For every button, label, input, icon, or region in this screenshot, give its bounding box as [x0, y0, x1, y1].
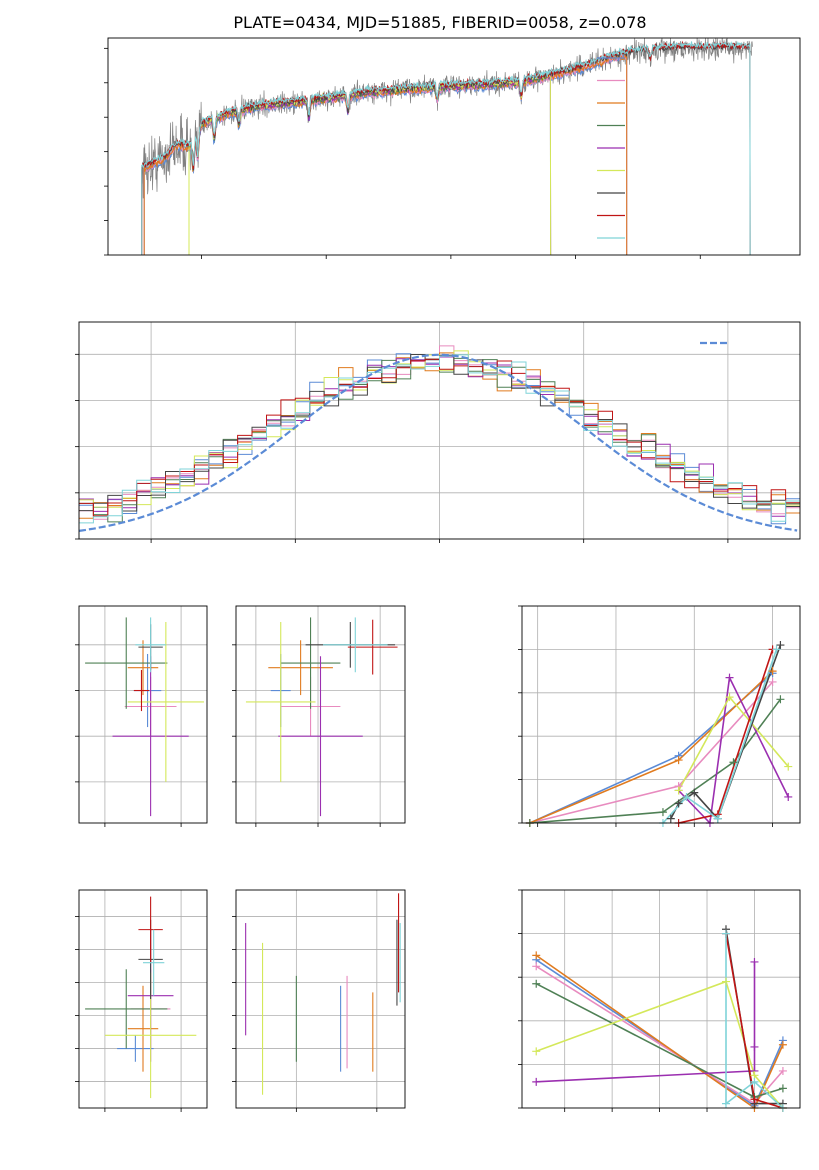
weight-point-marker: [666, 814, 675, 823]
weight-point-marker: [725, 693, 734, 702]
weight-point-marker: [721, 1099, 730, 1108]
figure-title: PLATE=0434, MJD=51885, FIBERID=0058, z=0…: [233, 13, 646, 32]
weight-point-marker: [658, 808, 667, 817]
panel-residuals: [75, 321, 801, 543]
grid: [79, 606, 207, 823]
weight-series-line: [529, 681, 774, 823]
plot-area-mass_weight_vs_age: [522, 606, 800, 823]
histogram-series: [79, 358, 800, 539]
plot-area-mass_weight_vs_Z: [522, 890, 800, 1108]
weight-series-line: [536, 961, 756, 1083]
weight-point-marker: [532, 979, 541, 988]
weight-point-marker: [784, 762, 793, 771]
weight-point-marker: [674, 786, 683, 795]
weight-point-marker: [778, 1084, 787, 1093]
weight-point-marker: [750, 1077, 759, 1086]
weight-point-marker: [721, 977, 730, 986]
weight-series-line: [535, 980, 784, 1108]
axes-frame: [78, 889, 208, 1109]
weight-point-marker: [721, 929, 730, 938]
weight-point-marker: [532, 962, 541, 971]
weight-series-line: [529, 672, 774, 823]
panel-mass_weight_vs_Z: [518, 889, 801, 1112]
model-spectrum-line: [143, 54, 628, 255]
plot-area-mass_vs_ebv: [236, 890, 405, 1108]
weight-series-line: [535, 954, 784, 1108]
weight-point-marker: [532, 951, 541, 960]
weight-point-marker: [682, 792, 691, 801]
weight-point-marker: [776, 695, 785, 704]
legend: [597, 57, 625, 239]
weight-point-marker: [674, 799, 683, 808]
plot-area-residuals: [79, 322, 800, 539]
weight-point-marker: [778, 1040, 787, 1049]
panel-mass_vs_Z: [75, 889, 208, 1112]
weight-point-marker: [729, 758, 738, 767]
weight-point-marker: [713, 814, 722, 823]
histogram-series: [79, 354, 800, 539]
grid: [236, 890, 405, 1108]
panel-age_vs_mass: [232, 605, 406, 827]
weight-point-marker: [750, 1042, 759, 1051]
weight-point-marker: [690, 788, 699, 797]
plot-area-age_vs_Z: [79, 606, 207, 823]
panel-mass_weight_vs_age: [518, 605, 801, 827]
weight-series-line: [725, 933, 784, 1108]
panel-age_vs_Z: [75, 605, 208, 827]
model-spectrum-line: [141, 40, 751, 255]
weight-point-marker: [784, 792, 793, 801]
normal-curve: [79, 353, 798, 532]
panel-spectrum: [104, 37, 801, 259]
weight-point-marker: [532, 1047, 541, 1056]
weight-point-marker: [778, 1066, 787, 1075]
weight-point-marker: [674, 756, 683, 765]
axes-frame: [521, 889, 801, 1109]
panel-mass_vs_ebv: [232, 889, 406, 1112]
model-spectrum-line: [143, 54, 628, 255]
weight-point-marker: [772, 645, 781, 654]
model-spectrum-line: [141, 41, 751, 255]
model-spectrum-line: [143, 53, 628, 255]
weight-series-line: [529, 670, 774, 823]
weight-point-marker: [750, 1095, 759, 1104]
weight-series-line: [662, 649, 778, 823]
axes-frame: [78, 321, 801, 540]
model-spectrum-line: [188, 73, 552, 255]
model-spectrum-line: [141, 42, 751, 255]
model-spectrum-line: [188, 74, 552, 255]
plot-area-mass_vs_Z: [79, 890, 207, 1108]
weight-point-marker: [725, 673, 734, 682]
weight-point-marker: [776, 641, 785, 650]
axes-frame: [235, 605, 406, 824]
plot-area-spectrum: [141, 38, 753, 255]
axes-frame: [78, 605, 208, 824]
axes-frame: [107, 37, 801, 256]
weight-series-line: [529, 698, 782, 823]
weight-point-marker: [768, 667, 777, 676]
axes-frame: [235, 889, 406, 1109]
weight-point-marker: [768, 677, 777, 686]
axes-frame: [521, 605, 801, 824]
weight-point-marker: [532, 1077, 541, 1086]
weight-series-line: [678, 674, 790, 823]
plot-area-age_vs_mass: [236, 606, 405, 823]
model-spectrum-line: [188, 72, 552, 255]
weight-point-marker: [750, 957, 759, 966]
